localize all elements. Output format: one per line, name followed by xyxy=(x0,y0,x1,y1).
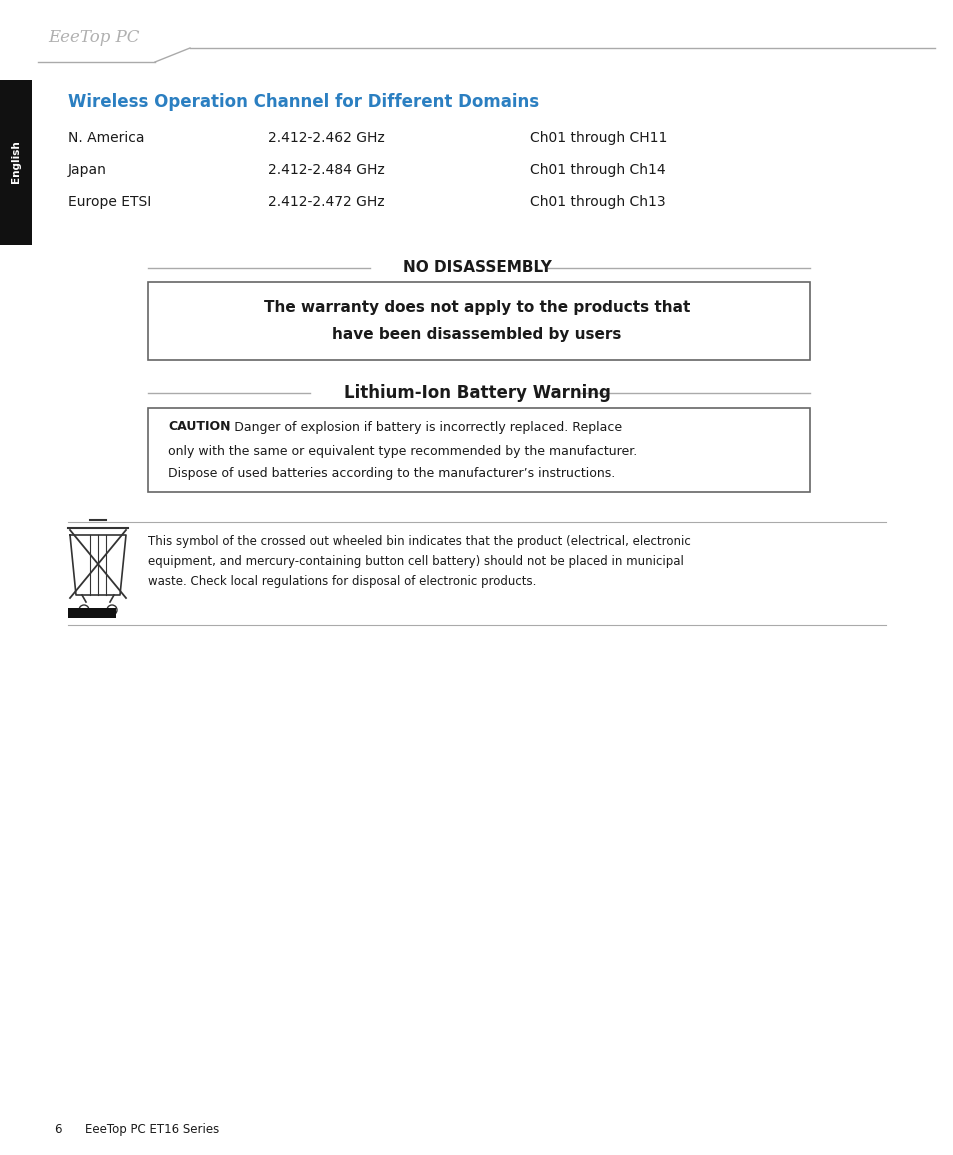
FancyBboxPatch shape xyxy=(148,282,809,360)
FancyBboxPatch shape xyxy=(148,408,809,492)
Text: waste. Check local regulations for disposal of electronic products.: waste. Check local regulations for dispo… xyxy=(148,575,536,589)
Text: CAUTION: CAUTION xyxy=(168,420,231,433)
Text: have been disassembled by users: have been disassembled by users xyxy=(332,328,621,343)
Text: This symbol of the crossed out wheeled bin indicates that the product (electrica: This symbol of the crossed out wheeled b… xyxy=(148,536,690,549)
Text: Dispose of used batteries according to the manufacturer’s instructions.: Dispose of used batteries according to t… xyxy=(168,468,615,480)
Bar xyxy=(68,608,116,618)
Text: 2.412-2.462 GHz: 2.412-2.462 GHz xyxy=(268,131,384,146)
Text: equipment, and mercury-containing button cell battery) should not be placed in m: equipment, and mercury-containing button… xyxy=(148,556,683,568)
Text: : Danger of explosion if battery is incorrectly replaced. Replace: : Danger of explosion if battery is inco… xyxy=(226,420,621,433)
Text: Ch01 through Ch13: Ch01 through Ch13 xyxy=(530,195,665,209)
Bar xyxy=(0,80,32,245)
Text: Japan: Japan xyxy=(68,163,107,177)
Text: 6      EeeTop PC ET16 Series: 6 EeeTop PC ET16 Series xyxy=(55,1124,219,1137)
Text: Ch01 through CH11: Ch01 through CH11 xyxy=(530,131,667,146)
Text: Ch01 through Ch14: Ch01 through Ch14 xyxy=(530,163,665,177)
Text: English: English xyxy=(11,141,21,184)
Text: The warranty does not apply to the products that: The warranty does not apply to the produ… xyxy=(264,300,689,315)
Text: N. America: N. America xyxy=(68,131,144,146)
Text: Wireless Operation Channel for Different Domains: Wireless Operation Channel for Different… xyxy=(68,94,538,111)
Text: Lithium-Ion Battery Warning: Lithium-Ion Battery Warning xyxy=(343,383,610,402)
Text: NO DISASSEMBLY: NO DISASSEMBLY xyxy=(402,261,551,276)
Text: 2.412-2.484 GHz: 2.412-2.484 GHz xyxy=(268,163,384,177)
Text: Europe ETSI: Europe ETSI xyxy=(68,195,152,209)
Text: EeeTop PC: EeeTop PC xyxy=(48,30,139,46)
Text: 2.412-2.472 GHz: 2.412-2.472 GHz xyxy=(268,195,384,209)
Text: only with the same or equivalent type recommended by the manufacturer.: only with the same or equivalent type re… xyxy=(168,446,637,459)
